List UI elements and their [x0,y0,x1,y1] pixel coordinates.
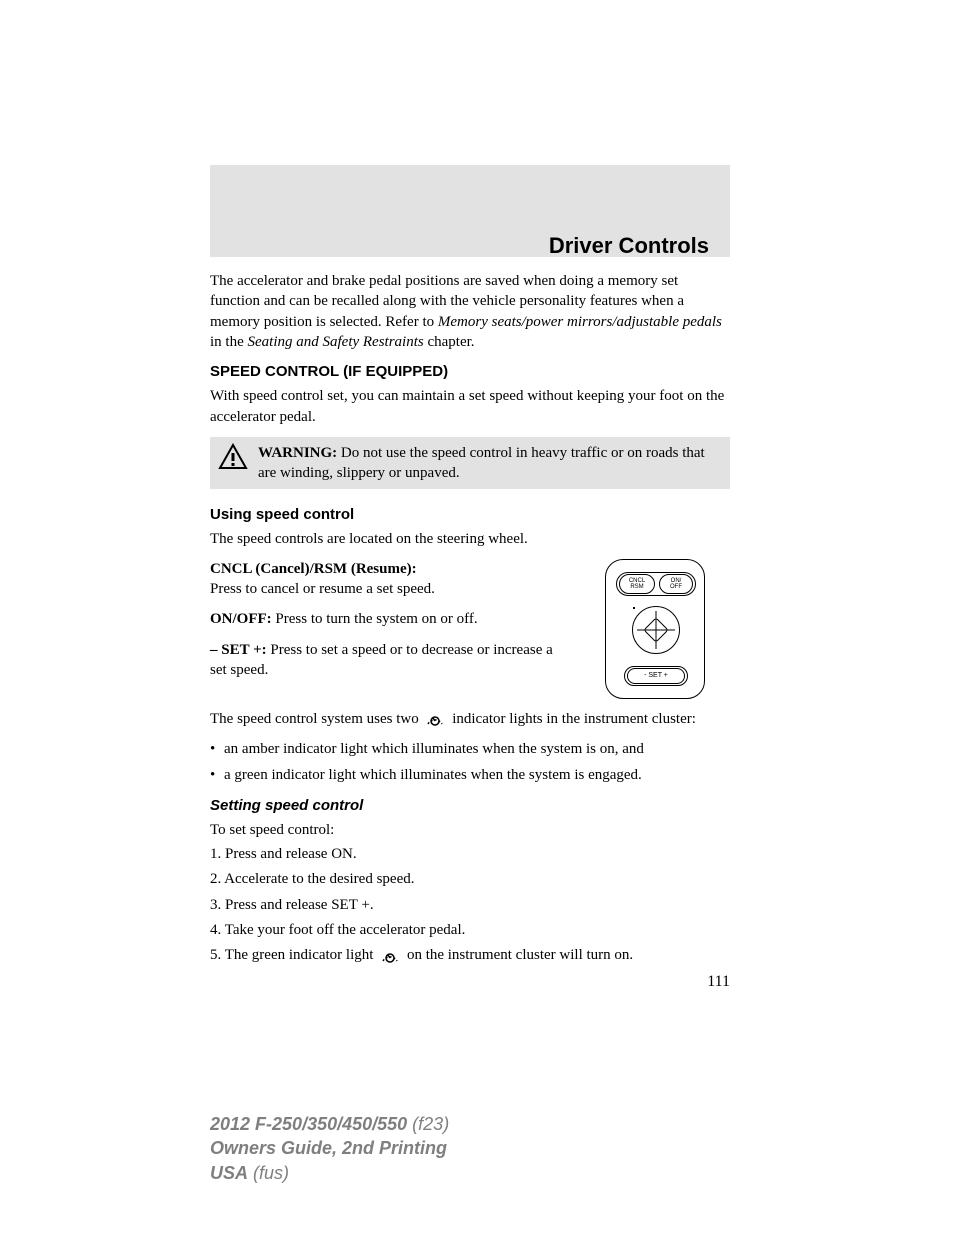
step-3: 3. Press and release SET +. [210,895,730,915]
setting-heading: Setting speed control [210,796,730,816]
intro-ref2: Seating and Safety Restraints [248,334,424,350]
footer-region: USA [210,1163,248,1183]
speed-icon [424,711,446,727]
step5-after: on the instrument cluster will turn on. [407,947,633,963]
step-5: 5. The green indicator light on the inst… [210,945,730,965]
footer-line2: Owners Guide, 2nd Printing [210,1136,449,1160]
step-2: 2. Accelerate to the desired speed. [210,869,730,889]
cncl-rsm-button: CNCL RSM [619,574,655,594]
speed-control-intro: With speed control set, you can maintain… [210,386,730,427]
controls-text-col: CNCL (Cancel)/RSM (Resume): Press to can… [210,559,560,699]
intro-mid: in the [210,334,248,350]
setting-intro: To set speed control: [210,820,730,840]
using-intro: The speed controls are located on the st… [210,529,730,549]
footer-code: (f23) [407,1114,449,1134]
step5-before: 5. The green indicator light [210,947,377,963]
speed-control-heading: SPEED CONTROL (IF EQUIPPED) [210,362,730,382]
onoff-para: ON/OFF: Press to turn the system on or o… [210,609,560,629]
warning-box: WARNING: Do not use the speed control in… [210,437,730,490]
footer-model: 2012 F-250/350/450/550 [210,1114,407,1134]
cncl-label: CNCL (Cancel)/RSM (Resume): [210,561,417,577]
using-heading: Using speed control [210,505,730,525]
footer-line1: 2012 F-250/350/450/550 (f23) [210,1112,449,1136]
dpad [632,606,680,654]
on-off-button: ON/ OFF [659,574,693,594]
indicator-bullets: an amber indicator light which illuminat… [210,739,730,786]
bullet-amber: an amber indicator light which illuminat… [224,739,730,759]
step-1: 1. Press and release ON. [210,844,730,864]
system-para: The speed control system uses two indica… [210,709,730,729]
intro-after: chapter. [424,334,475,350]
set-para: – SET +: Press to set a speed or to decr… [210,640,560,681]
warning-label: WARNING: [258,445,337,461]
step-4: 4. Take your foot off the accelerator pe… [210,920,730,940]
onoff-text: Press to turn the system on or off. [272,611,478,627]
set-button: - SET + [627,668,685,684]
control-diagram: CNCL RSM ON/ OFF - SET + [605,559,705,699]
set-label: – SET +: [210,642,267,658]
page-content: The accelerator and brake pedal position… [210,165,730,993]
controls-diagram-col: CNCL RSM ON/ OFF - SET + [580,559,730,699]
setting-steps: 1. Press and release ON. 2. Accelerate t… [210,844,730,965]
cncl-text: Press to cancel or resume a set speed. [210,581,435,597]
page-number: 111 [210,971,730,993]
footer-region-code: (fus) [248,1163,289,1183]
bullet-green: a green indicator light which illuminate… [224,765,730,785]
onoff-label: ON/OFF: [210,611,272,627]
system-before: The speed control system uses two [210,711,422,727]
system-after: indicator lights in the instrument clust… [452,711,696,727]
cncl-para: CNCL (Cancel)/RSM (Resume): Press to can… [210,559,560,600]
warning-text: WARNING: Do not use the speed control in… [258,443,722,484]
warning-icon [218,443,248,471]
footer-line3: USA (fus) [210,1161,449,1185]
footer: 2012 F-250/350/450/550 (f23) Owners Guid… [210,1112,449,1185]
intro-ref1: Memory seats/power mirrors/adjustable pe… [438,314,722,330]
speed-icon [379,948,401,964]
controls-row: CNCL (Cancel)/RSM (Resume): Press to can… [210,559,730,699]
intro-paragraph: The accelerator and brake pedal position… [210,271,730,352]
